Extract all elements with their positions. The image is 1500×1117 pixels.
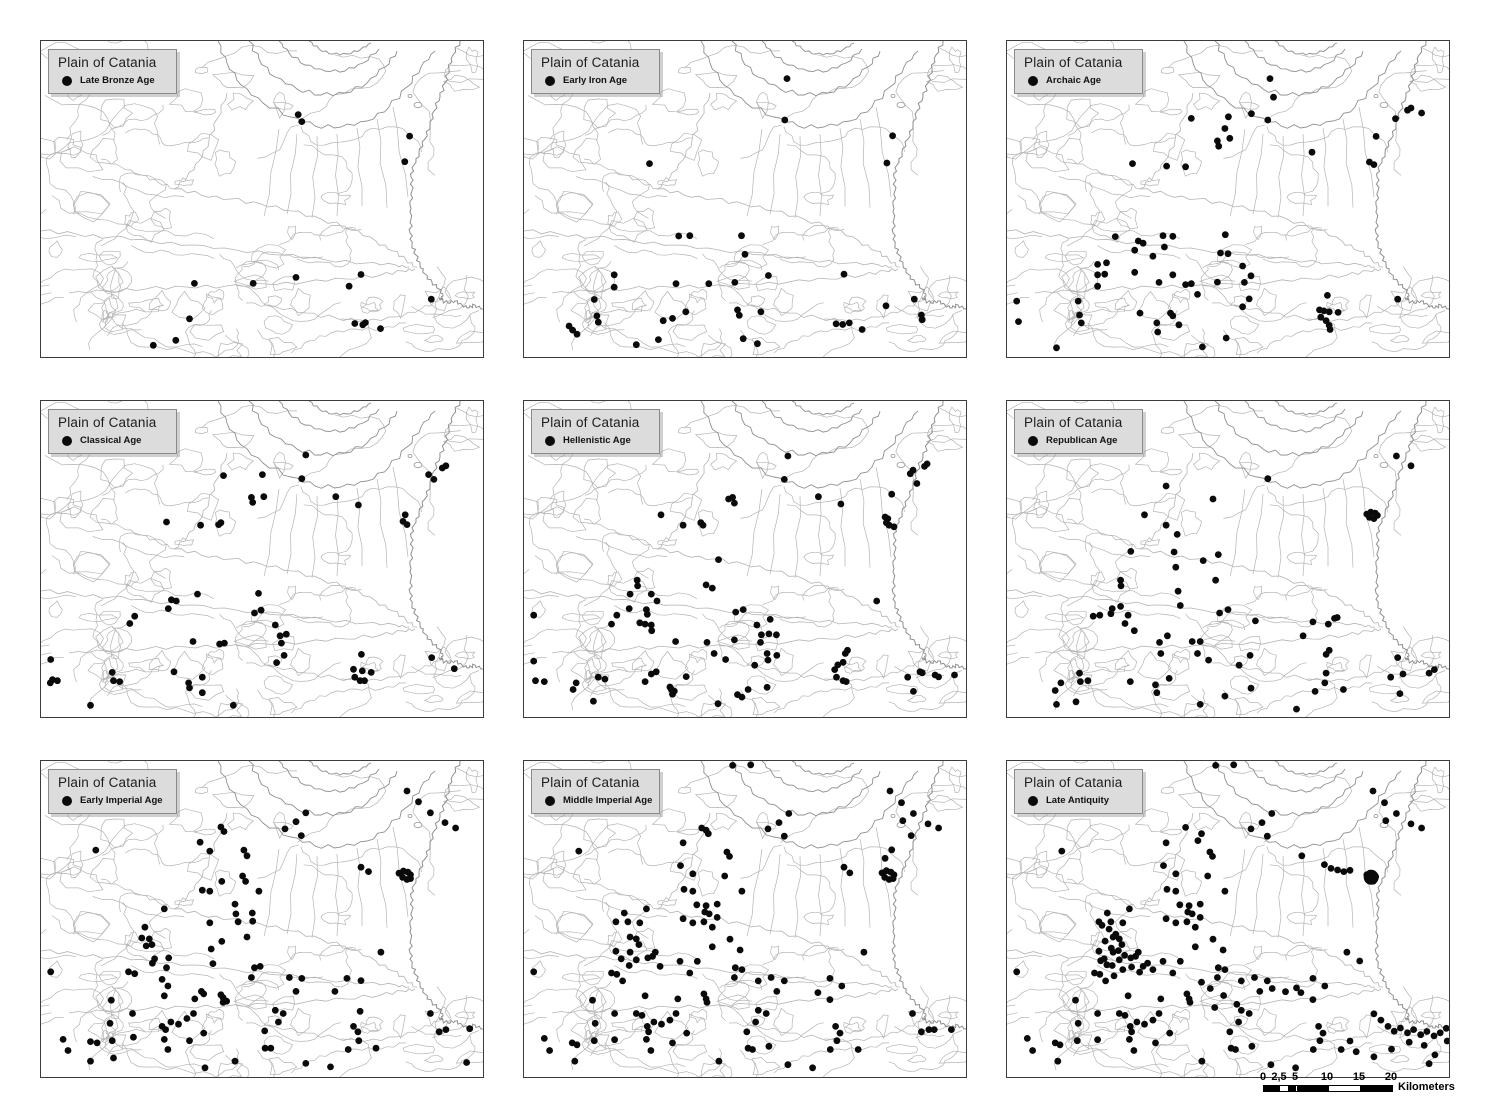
site-dot-icon	[62, 75, 72, 86]
map-canvas	[41, 761, 483, 1077]
map-canvas	[1007, 761, 1449, 1077]
legend-title: Plain of Catania	[1024, 55, 1123, 70]
scale-bar: 0 2,5 5 10 15 20 Kilometers	[1258, 1071, 1488, 1101]
map-panel-early-imperial-age: Plain of Catania Early Imperial Age	[40, 760, 484, 1078]
site-dots	[149, 111, 435, 349]
legend-box: Plain of Catania Middle Imperial Age	[531, 769, 660, 814]
site-dots	[1013, 761, 1449, 1072]
legend-entry: Early Iron Age	[541, 75, 652, 86]
period-label: Hellenistic Age	[563, 435, 631, 446]
legend-title: Plain of Catania	[541, 775, 640, 790]
site-dots	[530, 761, 955, 1072]
scale-bar-segments	[1263, 1085, 1393, 1092]
site-dot-icon	[62, 435, 72, 446]
scale-segment	[1295, 1086, 1329, 1091]
legend-title: Plain of Catania	[541, 415, 640, 430]
site-dot-icon	[545, 75, 555, 86]
scale-tick-label: 20	[1384, 1071, 1398, 1083]
period-label: Middle Imperial Age	[563, 795, 653, 806]
scale-tick-label: 5	[1291, 1071, 1299, 1083]
map-panel-early-iron-age: Plain of Catania Early Iron Age	[523, 40, 967, 358]
legend-entry: Republican Age	[1024, 435, 1135, 446]
legend-title: Plain of Catania	[1024, 775, 1123, 790]
scale-segment	[1279, 1086, 1288, 1091]
site-dots	[46, 451, 458, 709]
legend-box: Plain of Catania Early Imperial Age	[48, 769, 177, 814]
legend-title: Plain of Catania	[58, 55, 157, 70]
legend-box: Plain of Catania Late Bronze Age	[48, 49, 177, 94]
legend-entry: Hellenistic Age	[541, 435, 652, 446]
map-canvas	[524, 761, 966, 1077]
site-dots	[1013, 75, 1425, 352]
scale-tick-label: 2,5	[1271, 1071, 1287, 1083]
period-label: Republican Age	[1046, 435, 1118, 446]
map-panel-late-antiquity: Plain of Catania Late Antiquity	[1006, 760, 1450, 1078]
legend-title: Plain of Catania	[1024, 415, 1123, 430]
scale-segment	[1328, 1086, 1361, 1091]
site-dots	[1051, 452, 1438, 713]
period-label: Archaic Age	[1046, 75, 1102, 86]
legend-box: Plain of Catania Early Iron Age	[531, 49, 660, 94]
legend-entry: Late Bronze Age	[58, 75, 169, 86]
legend-box: Plain of Catania Republican Age	[1014, 409, 1143, 454]
legend-entry: Late Antiquity	[1024, 795, 1135, 806]
map-panel-late-bronze-age: Plain of Catania Late Bronze Age	[40, 40, 484, 358]
map-panel-classical-age: Plain of Catania Classical Age	[40, 400, 484, 718]
scale-segment	[1287, 1086, 1296, 1091]
site-dots	[565, 75, 926, 349]
period-label: Early Imperial Age	[80, 795, 163, 806]
site-dot-icon	[545, 795, 555, 806]
map-canvas	[1007, 401, 1449, 717]
map-panel-middle-imperial-age: Plain of Catania Middle Imperial Age	[523, 760, 967, 1078]
legend-title: Plain of Catania	[58, 415, 157, 430]
map-canvas	[41, 401, 483, 717]
period-label: Late Antiquity	[1046, 795, 1109, 806]
site-dot-icon	[1028, 75, 1038, 86]
site-dot-icon	[545, 435, 555, 446]
legend-box: Plain of Catania Late Antiquity	[1014, 769, 1143, 814]
map-canvas	[524, 41, 966, 357]
site-dot-icon	[1028, 435, 1038, 446]
site-dots	[530, 452, 958, 708]
site-dot-icon	[1028, 795, 1038, 806]
map-panel-republican-age: Plain of Catania Republican Age	[1006, 400, 1450, 718]
scale-tick-label: 0	[1259, 1071, 1267, 1083]
site-dots	[47, 787, 474, 1072]
period-label: Early Iron Age	[563, 75, 628, 86]
legend-entry: Archaic Age	[1024, 75, 1135, 86]
legend-box: Plain of Catania Archaic Age	[1014, 49, 1143, 94]
map-panel-archaic-age: Plain of Catania Archaic Age	[1006, 40, 1450, 358]
map-panel-hellenistic-age: Plain of Catania Hellenistic Age	[523, 400, 967, 718]
period-label: Classical Age	[80, 435, 142, 446]
legend-title: Plain of Catania	[58, 775, 157, 790]
legend-entry: Middle Imperial Age	[541, 795, 652, 806]
period-label: Late Bronze Age	[80, 75, 155, 86]
legend-box: Plain of Catania Classical Age	[48, 409, 177, 454]
map-canvas	[524, 401, 966, 717]
legend-entry: Classical Age	[58, 435, 169, 446]
scale-segment	[1360, 1086, 1392, 1091]
scale-tick-label: 15	[1352, 1071, 1366, 1083]
site-dot-icon	[62, 795, 72, 806]
scale-unit-label: Kilometers	[1398, 1081, 1455, 1093]
scale-tick-label: 10	[1320, 1071, 1334, 1083]
scale-segment	[1264, 1086, 1280, 1091]
legend-entry: Early Imperial Age	[58, 795, 169, 806]
legend-title: Plain of Catania	[541, 55, 640, 70]
legend-box: Plain of Catania Hellenistic Age	[531, 409, 660, 454]
